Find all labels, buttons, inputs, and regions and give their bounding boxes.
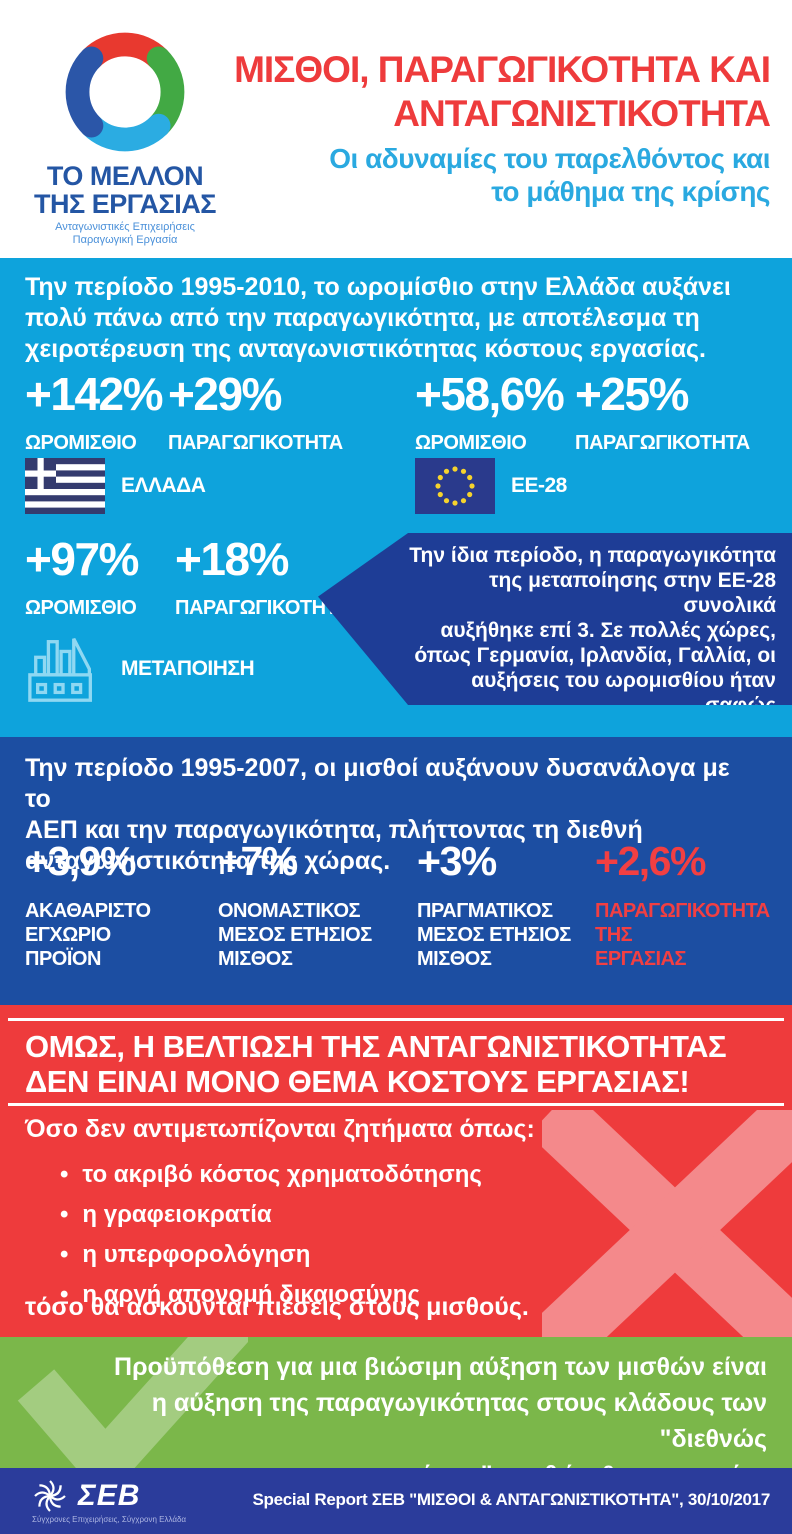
eu-flag-icon (415, 458, 495, 514)
stat-value: +142% (25, 368, 164, 420)
section-1995-2007: Την περίοδο 1995-2007, οι μισθοί αυξάνου… (0, 737, 792, 1005)
section3-heading: ΟΜΩΣ, Η ΒΕΛΤΙΩΣΗ ΤΗΣ ΑΝΤΑΓΩΝΙΣΤΙΚΟΤΗΤΑΣ … (25, 1029, 727, 1099)
eu-flag-row: EE-28 (415, 458, 567, 514)
stat-eu-wage: +58,6% ΩΡΟΜΙΣΘΙΟ (415, 368, 565, 455)
section-competitiveness: ΟΜΩΣ, Η ΒΕΛΤΙΩΣΗ ΤΗΣ ΑΝΤΑΓΩΝΙΣΤΙΚΟΤΗΤΑΣ … (0, 1005, 792, 1337)
stat-value: +3% (417, 838, 497, 884)
stat-eu-productivity: +25% ΠΑΡΑΓΩΓΙΚΟΤΗΤΑ (575, 370, 750, 455)
manufacturing-row: ΜΕΤΑΠΟΙΗΣΗ (25, 630, 255, 708)
section-1995-2010: Την περίοδο 1995-2010, το ωρομίσθιο στην… (0, 258, 792, 737)
stat-label: ΟΝΟΜΑΣΤΙΚΟΣ ΜΕΣΟΣ ΕΤΗΣΙΟΣ ΜΙΣΘΟΣ (218, 900, 372, 970)
stat-labour-productivity: +2,6% ΠΑΡΑΓΩΓΙΚΟΤΗΤΑ ΤΗΣ ΕΡΓΑΣΙΑΣ (595, 839, 770, 971)
stat-value: +97% (25, 533, 139, 585)
stat-value: +25% (575, 368, 689, 420)
report-reference: Special Report ΣΕΒ "ΜΙΣΘΟΙ & ΑΝΤΑΓΩΝΙΣΤΙ… (252, 1490, 771, 1509)
x-mark-icon (542, 1110, 792, 1337)
list-item-text: η υπερφορολόγηση (82, 1241, 311, 1268)
greece-flag-label: ΕΛΛΑΔΑ (121, 474, 206, 497)
future-of-work-logo: ΤΟ ΜΕΛΛΟΝ ΤΗΣ ΕΡΓΑΣΙΑΣ Ανταγωνιστικές Επ… (25, 22, 225, 247)
stat-label: ΩΡΟΜΙΣΘΙΟ (25, 597, 137, 619)
stat-gdp: +3,9% ΑΚΑΘΑΡΙΣΤΟ ΕΓΧΩΡΙΟ ΠΡΟΪΟΝ (25, 839, 151, 971)
bullet-icon: • (60, 1281, 69, 1308)
stat-greece-wage: +142% ΩΡΟΜΙΣΘΙΟ (25, 368, 164, 455)
stat-label: ΩΡΟΜΙΣΘΙΟ (415, 432, 527, 454)
stat-value: +3,9% (25, 838, 136, 884)
stat-value: +58,6% (415, 368, 565, 420)
eu-productivity-callout: Την ίδια περίοδο, η παραγωγικότητα της μ… (318, 533, 792, 705)
bullet-icon: • (60, 1201, 69, 1228)
stat-nominal-wage: +7% ΟΝΟΜΑΣΤΙΚΟΣ ΜΕΣΟΣ ΕΤΗΣΙΟΣ ΜΙΣΘΟΣ (218, 839, 372, 971)
stat-value: +7% (218, 838, 298, 884)
list-item: • η υπερφορολόγηση (60, 1235, 482, 1275)
stat-value: +18% (175, 533, 289, 585)
sev-brand-name: ΣΕΒ (78, 1479, 141, 1512)
greece-flag-icon (25, 458, 105, 514)
list-item: • η γραφειοκρατία (60, 1195, 482, 1235)
stat-label: ΠΑΡΑΓΩΓΙΚΟΤΗΤΑ ΤΗΣ ΕΡΓΑΣΙΑΣ (595, 900, 770, 970)
list-item: • το ακριβό κόστος χρηματοδότησης (60, 1155, 482, 1195)
greece-flag-row: ΕΛΛΑΔΑ (25, 458, 206, 514)
sev-emblem-icon (34, 1480, 66, 1512)
four-hands-logo-icon (65, 32, 185, 152)
section4-text: Προϋπόθεση για μια βιώσιμη αύξηση των μι… (114, 1353, 767, 1468)
list-item-text: το ακριβό κόστος χρηματοδότησης (82, 1161, 482, 1188)
page-title: ΜΙΣΘΟΙ, ΠΑΡΑΓΩΓΙΚΟΤΗΤΑ ΚΑΙ ΑΝΤΑΓΩΝΙΣΤΙΚΟ… (234, 49, 771, 134)
page-subtitle: Οι αδυναμίες του παρελθόντος και το μάθη… (329, 143, 770, 207)
header: ΤΟ ΜΕΛΛΟΝ ΤΗΣ ΕΡΓΑΣΙΑΣ Ανταγωνιστικές Επ… (0, 0, 792, 258)
stat-value: +2,6% (595, 838, 706, 884)
stat-label: ΑΚΑΘΑΡΙΣΤΟ ΕΓΧΩΡΙΟ ΠΡΟΪΟΝ (25, 900, 151, 970)
divider-top (8, 1018, 784, 1021)
stat-label: ΠΑΡΑΓΩΓΙΚΟΤΗΤΑ (175, 597, 350, 619)
stat-real-wage: +3% ΠΡΑΓΜΑΤΙΚΟΣ ΜΕΣΟΣ ΕΤΗΣΙΟΣ ΜΙΣΘΟΣ (417, 839, 571, 971)
check-mark-icon (17, 1337, 248, 1468)
bullet-icon: • (60, 1161, 69, 1188)
bullet-icon: • (60, 1241, 69, 1268)
stat-manufacturing-wage: +97% ΩΡΟΜΙΣΘΙΟ (25, 533, 139, 620)
manufacturing-label: ΜΕΤΑΠΟΙΗΣΗ (121, 657, 255, 680)
stat-label: ΠΑΡΑΓΩΓΙΚΟΤΗΤΑ (575, 432, 750, 454)
logo-tagline: Ανταγωνιστικές Επιχειρήσεις Παραγωγική Ε… (55, 221, 195, 246)
sev-tagline: Σύγχρονες Επιχειρήσεις, Σύγχρονη Ελλάδα (32, 1515, 187, 1524)
list-item: • η αργή απονομή δικαιοσύνης (60, 1275, 482, 1315)
callout-text: Την ίδια περίοδο, η παραγωγικότητα της μ… (409, 544, 776, 737)
footer: ΣΕΒ Σύγχρονες Επιχειρήσεις, Σύγχρονη Ελλ… (0, 1468, 792, 1534)
stat-greece-productivity: +29% ΠΑΡΑΓΩΓΙΚΟΤΗΤΑ (168, 370, 343, 455)
section-precondition: Προϋπόθεση για μια βιώσιμη αύξηση των μι… (0, 1337, 792, 1468)
header-titles: ΜΙΣΘΟΙ, ΠΑΡΑΓΩΓΙΚΟΤΗΤΑ ΚΑΙ ΑΝΤΑΓΩΝΙΣΤΙΚΟ… (210, 48, 771, 208)
issues-list: • το ακριβό κόστος χρηματοδότησης • η γρ… (60, 1155, 482, 1315)
list-item-text: η αργή απονομή δικαιοσύνης (82, 1281, 420, 1308)
section2-intro: Την περίοδο 1995-2007, οι μισθοί αυξάνου… (25, 754, 730, 875)
divider-bottom (8, 1103, 784, 1106)
sev-logo: ΣΕΒ (30, 1476, 140, 1516)
stat-label: ΩΡΟΜΙΣΘΙΟ (25, 432, 137, 454)
list-item-text: η γραφειοκρατία (82, 1201, 272, 1228)
stat-manufacturing-productivity: +18% ΠΑΡΑΓΩΓΙΚΟΤΗΤΑ (175, 535, 350, 620)
section3-lead: Όσο δεν αντιμετωπίζονται ζητήματα όπως: (25, 1115, 535, 1143)
stat-label: ΠΡΑΓΜΑΤΙΚΟΣ ΜΕΣΟΣ ΕΤΗΣΙΟΣ ΜΙΣΘΟΣ (417, 900, 571, 970)
factory-icon (28, 638, 92, 702)
section3-closing: τόσο θα ασκούνται πιέσεις στους μισθούς. (25, 1293, 529, 1321)
logo-title: ΤΟ ΜΕΛΛΟΝ ΤΗΣ ΕΡΓΑΣΙΑΣ (34, 161, 216, 219)
stat-value: +29% (168, 368, 282, 420)
stat-label: ΠΑΡΑΓΩΓΙΚΟΤΗΤΑ (168, 432, 343, 454)
section1-intro: Την περίοδο 1995-2010, το ωρομίσθιο στην… (25, 273, 731, 363)
eu-flag-label: EE-28 (511, 474, 567, 497)
